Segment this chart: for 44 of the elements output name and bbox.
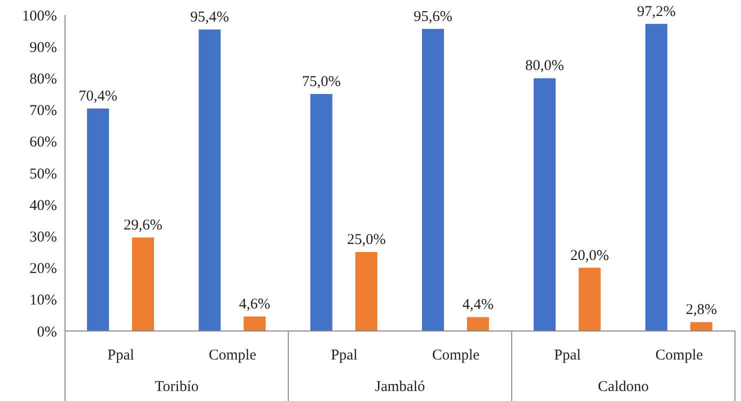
data-label: 4,4%: [462, 297, 494, 314]
y-tick-label: 100%: [22, 8, 57, 24]
data-label: 80,0%: [525, 58, 564, 74]
bar: [690, 322, 712, 331]
data-label: 75,0%: [302, 74, 341, 90]
bar: [132, 237, 154, 331]
bar: [87, 108, 109, 331]
text: Jambaló: [375, 379, 425, 395]
data-label: 70,4%: [78, 88, 118, 105]
y-tick-label: 90%: [30, 40, 57, 56]
x-tick-label: Ppal: [330, 348, 358, 364]
data-label: 2,8%: [686, 302, 717, 318]
bar: [198, 30, 221, 331]
bar: [534, 78, 556, 331]
x-tick-label: Comple: [208, 348, 257, 364]
bar: [578, 268, 601, 331]
bar: [467, 317, 489, 331]
bar: [310, 94, 332, 331]
y-tick-label: 40%: [30, 198, 57, 214]
data-label: 29,6%: [124, 217, 162, 234]
data-label: 95,4%: [190, 10, 230, 26]
x-tick-label: Ppal: [554, 348, 581, 364]
text: Caldono: [598, 379, 649, 395]
x-tick-label: Ppal: [107, 348, 134, 364]
x-tick-label: Comple: [432, 348, 480, 364]
data-label: 25,0%: [346, 232, 386, 248]
x-tick-label: Comple: [655, 348, 704, 364]
y-tick-label: 0%: [37, 324, 57, 340]
text: Toribío: [154, 379, 199, 395]
y-tick-label: 50%: [30, 166, 57, 182]
bar: [422, 28, 444, 331]
data-label: 97,2%: [636, 4, 676, 20]
bar: [645, 24, 668, 331]
bar: [355, 252, 378, 331]
y-tick-label: 30%: [30, 230, 57, 246]
y-tick-label: 20%: [30, 261, 57, 278]
y-tick-label: 60%: [30, 134, 57, 151]
bar: [244, 316, 266, 331]
data-label: 20,0%: [570, 248, 610, 264]
data-label: 4,6%: [239, 296, 270, 312]
y-tick-label: 10%: [30, 292, 57, 309]
y-tick-label: 80%: [30, 72, 57, 88]
data-label: 95,6%: [414, 8, 452, 25]
y-tick-label: 70%: [30, 103, 57, 120]
